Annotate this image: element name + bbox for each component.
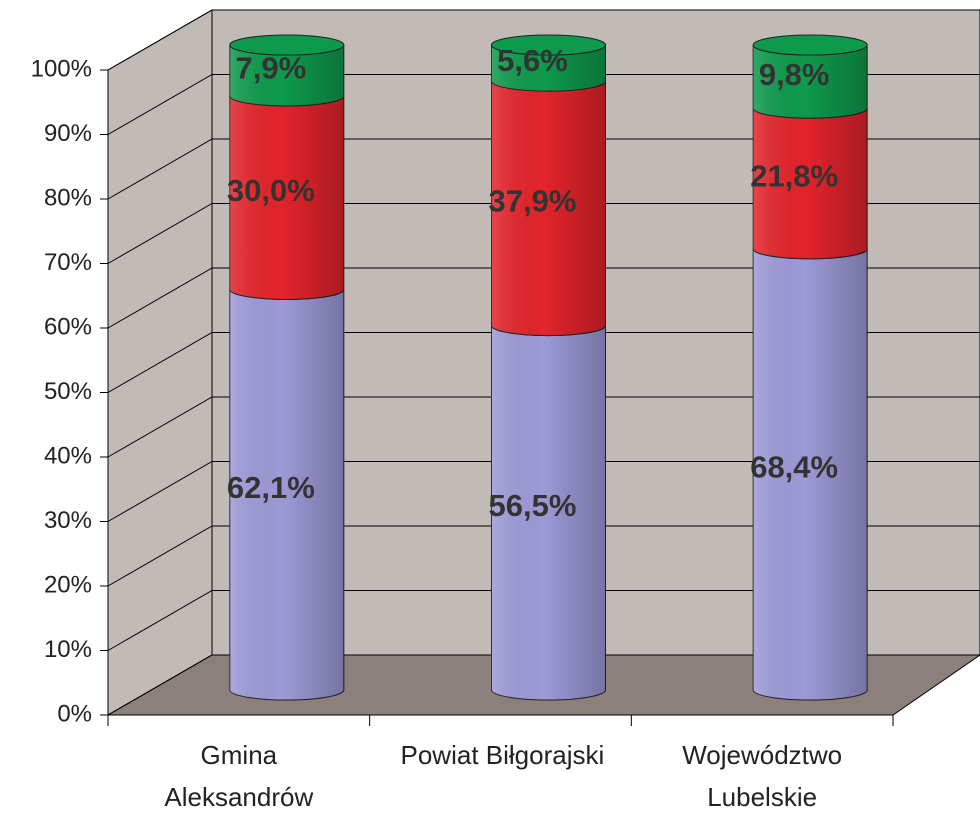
bar-shade <box>753 108 868 259</box>
y-tick-label: 90% <box>44 120 92 147</box>
data-label: 21,8% <box>750 159 838 194</box>
grid-line <box>107 203 980 264</box>
data-label: 56,5% <box>489 488 577 523</box>
grid-line <box>107 654 980 716</box>
bar-top <box>229 34 345 56</box>
bar-shade <box>491 45 606 92</box>
y-tick-label: 60% <box>44 313 92 340</box>
bar-top <box>752 34 868 56</box>
y-tick-label: 50% <box>44 378 92 405</box>
bar-shade <box>753 248 868 700</box>
bar-shade <box>753 45 868 119</box>
y-tick-label: 100% <box>31 55 92 82</box>
grid-line <box>107 590 980 651</box>
y-tick-label: 20% <box>44 571 92 598</box>
grid-line <box>107 267 980 329</box>
bar-shade <box>491 325 606 700</box>
grid-line <box>107 525 980 587</box>
data-label: 37,9% <box>489 184 577 219</box>
y-tick-label: 70% <box>44 249 92 276</box>
data-label: 62,1% <box>227 470 315 505</box>
data-label: 30,0% <box>227 173 315 208</box>
bar-shade <box>491 81 606 336</box>
bar-shade <box>229 45 344 106</box>
x-tick-label: Powiat Biłgorajski <box>400 740 605 770</box>
x-tick-label: Gmina Aleksandrów <box>164 740 314 812</box>
data-label: 9,8% <box>759 57 830 92</box>
grid-line <box>107 74 980 135</box>
grid-line <box>107 332 980 393</box>
y-tick-label: 0% <box>57 700 92 727</box>
data-label: 68,4% <box>750 450 838 485</box>
y-tick-label: 80% <box>44 184 92 211</box>
bar-shade <box>229 95 344 300</box>
grid-line <box>107 396 980 458</box>
y-tick-label: 40% <box>44 442 92 469</box>
x-tick-label: Województwo Lubelskie <box>682 740 843 812</box>
grid-line <box>107 461 980 522</box>
bar-top <box>491 34 606 56</box>
grid-line <box>107 9 980 71</box>
data-label: 7,9% <box>235 51 306 86</box>
data-label: 5,6% <box>497 43 568 78</box>
grid-line <box>107 138 980 200</box>
y-tick-label: 30% <box>44 507 92 534</box>
y-tick-label: 10% <box>44 636 92 663</box>
bar-shade <box>229 289 344 700</box>
